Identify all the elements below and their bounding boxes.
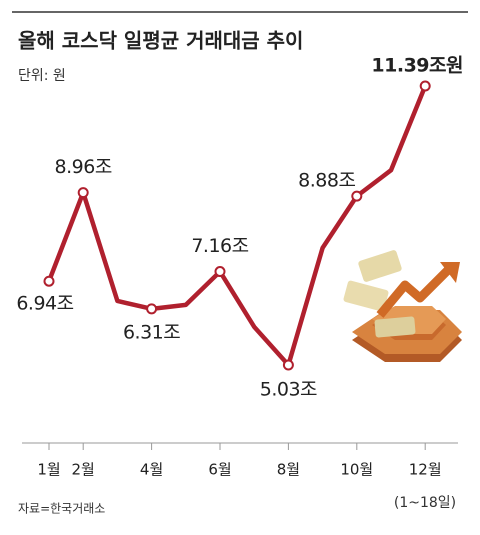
point [214,266,226,278]
x-tick-label: 6월 [208,461,231,479]
chart-title: 올해 코스닥 일평균 거래대금 추이 [18,29,303,53]
x-tick-label: 8월 [277,461,300,479]
point [351,190,363,202]
value-label: 8.96조 [55,156,112,178]
value-label: 11.39조원 [371,55,463,77]
point [43,275,55,287]
value-label: 6.94조 [16,293,73,315]
annotation: (1~18일) [394,495,456,511]
value-label: 8.88조 [298,170,355,192]
line [46,85,428,368]
source: 자료=한국거래소 [18,502,105,516]
value-label: 7.16조 [191,235,248,257]
unit-label: 단위: 원 [18,68,66,84]
value-label: 5.03조 [260,379,317,401]
x-tick-label: 10월 [340,461,373,479]
point [282,359,294,371]
x-tick-label: 1월 [37,461,60,479]
x-tick-label: 4월 [140,461,163,479]
point [146,303,158,315]
x-tick-label: 2월 [72,461,95,479]
point [419,80,431,92]
x-tick-label: 12월 [409,461,442,479]
value-label: 6.31조 [123,321,180,343]
illustration [343,250,462,362]
point [77,187,89,199]
